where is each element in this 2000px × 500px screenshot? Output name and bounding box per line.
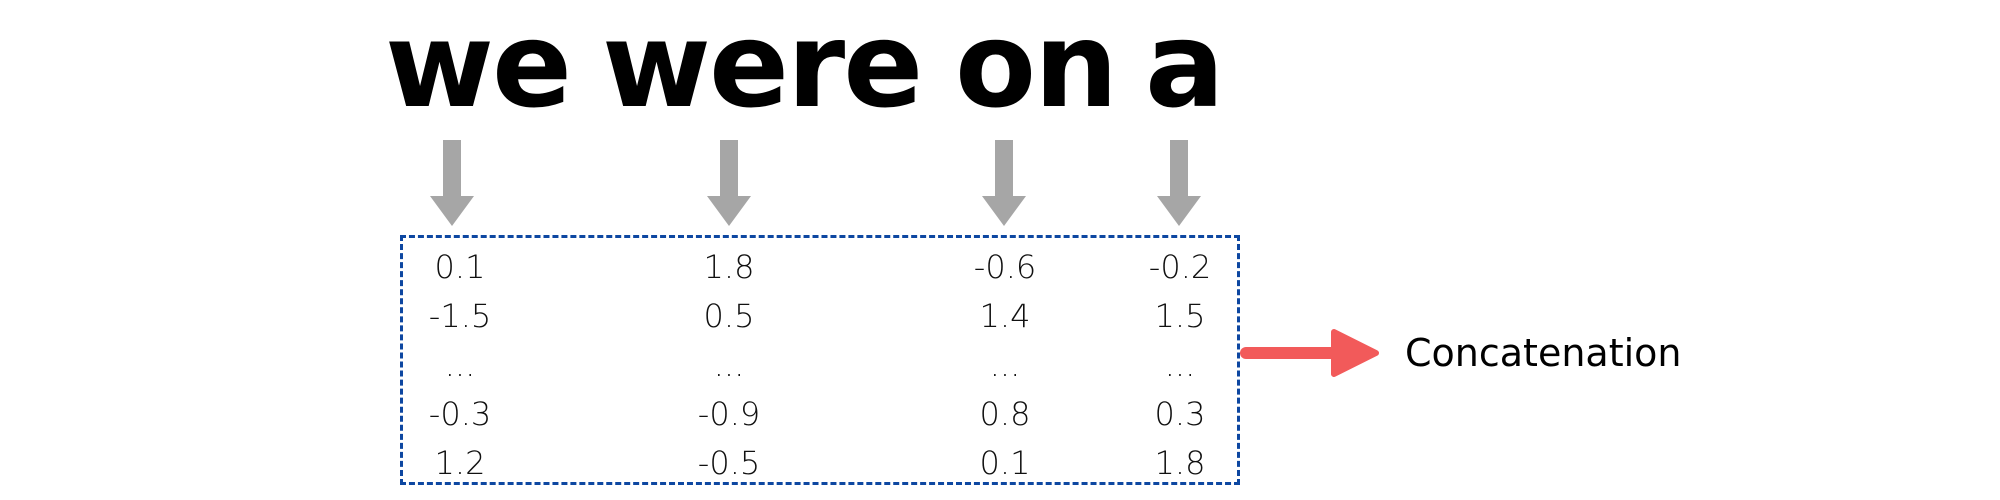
vector-value: 0.1 [434,248,486,286]
down-arrow-icon [430,140,474,226]
vector-were: 1.8 0.5 ... -0.9 -0.5 [659,243,799,488]
vector-on: -0.6 1.4 ... 0.8 0.1 [935,243,1075,488]
right-arrow-icon [1240,329,1379,377]
vector-value: ... [989,346,1021,384]
vector-value: 1.5 [1154,297,1206,335]
vector-value: -0.3 [428,395,492,433]
word-were: were [602,0,923,134]
vector-value: 0.8 [979,395,1031,433]
word-we: we [385,0,572,134]
word-on: on [955,0,1118,134]
vector-value: 1.2 [434,444,486,482]
vector-value: ... [1164,346,1196,384]
vector-value: -0.5 [697,444,761,482]
vector-value: -0.6 [973,248,1037,286]
vector-value: ... [444,346,476,384]
embedding-box [400,235,1240,485]
down-arrow-icon [707,140,751,226]
vector-value: 0.1 [979,444,1031,482]
vector-value: 1.8 [703,248,755,286]
vector-value: -0.2 [1148,248,1212,286]
vector-value: ... [713,346,745,384]
vector-value: 1.8 [1154,444,1206,482]
concatenation-label: Concatenation [1405,331,1682,375]
vector-value: 0.5 [703,297,755,335]
vector-value: -1.5 [428,297,492,335]
vector-we: 0.1 -1.5 ... -0.3 1.2 [390,243,530,488]
down-arrow-icon [982,140,1026,226]
down-arrow-icon [1157,140,1201,226]
vector-value: -0.9 [697,395,761,433]
vector-value: 1.4 [979,297,1031,335]
word-a: a [1145,0,1225,134]
vector-value: 0.3 [1154,395,1206,433]
vector-a: -0.2 1.5 ... 0.3 1.8 [1110,243,1250,488]
